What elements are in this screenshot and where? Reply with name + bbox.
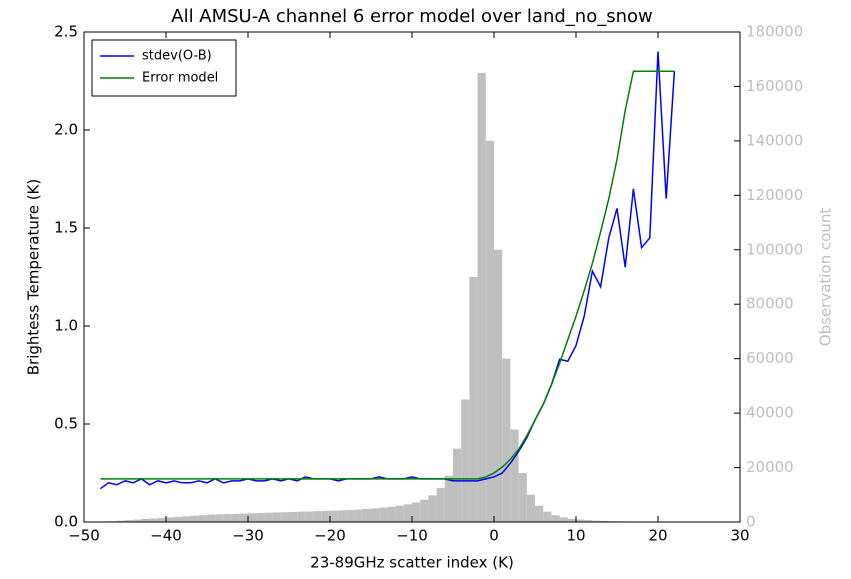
y-axis-label: Brightess Temperature (K)	[25, 179, 43, 376]
histogram-bar	[379, 508, 387, 522]
x-tick-label: 10	[566, 527, 585, 545]
histogram-bar	[281, 512, 289, 522]
y2-tick-label: 40000	[746, 404, 794, 422]
histogram-bar	[543, 512, 551, 522]
histogram-bar	[478, 73, 486, 522]
histogram-bar	[289, 512, 297, 522]
x-tick-label: 0	[489, 527, 499, 545]
histogram-bar	[174, 517, 182, 522]
histogram-bar	[215, 514, 223, 522]
histogram-bar	[535, 506, 543, 522]
histogram-bar	[404, 504, 412, 522]
histogram-bar	[314, 511, 322, 522]
histogram-bar	[420, 500, 428, 522]
y2-tick-label: 140000	[746, 131, 803, 149]
histogram-bar	[182, 516, 190, 522]
histogram-bar	[486, 141, 494, 522]
histogram-bar	[469, 277, 477, 522]
histogram-bar	[150, 518, 158, 522]
y2-tick-label: 60000	[746, 349, 794, 367]
y-tick-label: 0.5	[54, 415, 78, 433]
y2-axis-label: Observation count	[817, 208, 835, 347]
histogram-bar	[248, 513, 256, 522]
histogram-bar	[191, 516, 199, 522]
histogram-bar	[207, 515, 215, 522]
histogram-bar	[338, 510, 346, 522]
y2-tick-label: 120000	[746, 186, 803, 204]
y-tick-label: 2.5	[54, 23, 78, 41]
histogram-bar	[297, 512, 305, 522]
line-series	[100, 52, 674, 489]
histogram-bar	[560, 517, 568, 522]
histogram-bar	[264, 513, 272, 522]
chart-title: All AMSU-A channel 6 error model over la…	[171, 6, 652, 27]
histogram-bar	[551, 515, 559, 522]
histogram-bar	[510, 429, 518, 522]
histogram-bar	[363, 509, 371, 522]
histogram-bar	[273, 512, 281, 522]
legend-label: Error model	[142, 71, 218, 86]
histogram-bar	[461, 400, 469, 523]
y2-tick-label: 80000	[746, 295, 794, 313]
y2-tick-label: 20000	[746, 458, 794, 476]
y-tick-label: 1.5	[54, 219, 78, 237]
histogram-bar	[412, 502, 420, 522]
y-tick-label: 0.0	[54, 513, 78, 531]
x-tick-label: −30	[232, 527, 264, 545]
histogram-bar	[502, 359, 510, 522]
histogram-bar	[346, 510, 354, 522]
y-tick-label: 1.0	[54, 317, 78, 335]
histogram-bar	[158, 518, 166, 522]
y2-tick-label: 0	[746, 513, 756, 531]
histogram-bar	[387, 507, 395, 522]
histogram-bar	[330, 511, 338, 522]
histogram-bar	[166, 517, 174, 522]
plot-frame	[84, 32, 740, 522]
histogram-bar	[494, 250, 502, 522]
x-axis-label: 23-89GHz scatter index (K)	[310, 554, 514, 572]
histogram-bar	[223, 514, 231, 522]
histogram-bar	[355, 509, 363, 522]
y2-tick-label: 100000	[746, 240, 803, 258]
histogram-bar	[305, 511, 313, 522]
histogram-bar	[445, 476, 453, 522]
histogram-bar	[453, 449, 461, 523]
x-tick-label: −40	[150, 527, 182, 545]
histogram-bar	[437, 488, 445, 522]
histogram-bar	[396, 506, 404, 522]
y2-tick-label: 160000	[746, 77, 803, 95]
line-series	[100, 71, 674, 479]
histogram-bar	[428, 495, 436, 522]
histogram-bar	[371, 508, 379, 522]
legend: stdev(O-B) Error model	[92, 40, 236, 96]
histogram-bar	[199, 515, 207, 522]
x-tick-label: −20	[314, 527, 346, 545]
histogram-bar	[322, 511, 330, 522]
x-tick-label: 20	[648, 527, 667, 545]
histogram-bar	[232, 514, 240, 522]
histogram-bar	[519, 473, 527, 522]
x-tick-label: −10	[396, 527, 428, 545]
histogram-bar	[240, 514, 248, 522]
legend-label: stdev(O-B)	[142, 49, 212, 64]
histogram-bar	[256, 513, 264, 522]
y2-tick-label: 180000	[746, 23, 803, 41]
histogram-bar	[527, 495, 535, 522]
y-tick-label: 2.0	[54, 121, 78, 139]
